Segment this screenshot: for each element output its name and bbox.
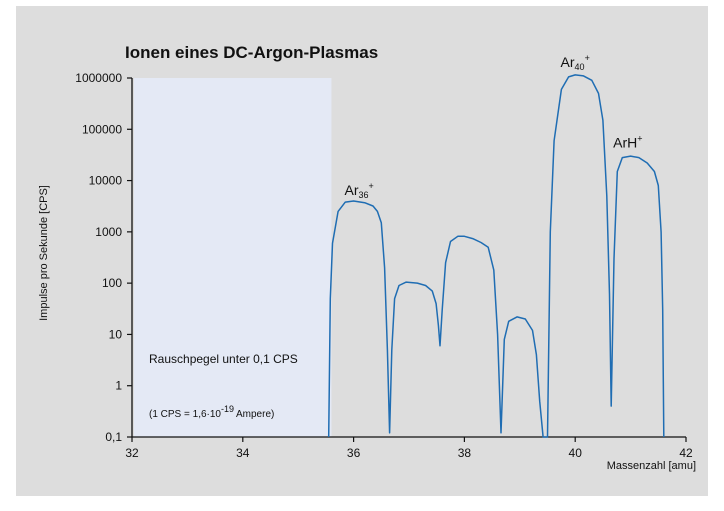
y-tick-label: 1000	[95, 225, 122, 239]
tick-marks: 32 34 36 38 40 42 0,1 1 10 100 1000 10000 100000 1000…	[75, 71, 693, 460]
noise-level-label: Rauschpegel unter 0,1 CPS	[149, 352, 298, 366]
y-tick-label: 10	[109, 327, 123, 341]
x-tick-label: 34	[236, 446, 250, 460]
peak-labels: Ar36+ Ar40+ ArH+	[344, 53, 642, 200]
series-line	[327, 74, 665, 438]
y-axis-label: Impulse pro Sekunde [CPS]	[38, 185, 50, 321]
x-tick-label: 32	[125, 446, 139, 460]
peak-label: Ar40+	[561, 53, 590, 72]
y-tick-label: 10000	[89, 174, 123, 188]
y-tick-label: 0,1	[105, 430, 122, 444]
peak-label: ArH+	[613, 134, 642, 151]
chart-background: 32 34 36 38 40 42 0,1 1 10 100 1000 10000 100000 1000…	[16, 6, 708, 496]
x-axis-label: Massenzahl [amu]	[607, 460, 696, 472]
chart-svg: 32 34 36 38 40 42 0,1 1 10 100 1000 10000 100000 1000…	[38, 43, 696, 472]
chart-title: Ionen eines DC-Argon-Plasmas	[125, 43, 378, 62]
cps-conversion-note: (1 CPS = 1,6·10-19 Ampere)	[149, 404, 274, 420]
y-tick-label: 1000000	[75, 71, 122, 85]
x-tick-label: 38	[458, 446, 472, 460]
x-tick-label: 42	[679, 446, 693, 460]
y-tick-label: 100000	[82, 122, 122, 136]
y-tick-label: 1	[115, 379, 122, 393]
y-tick-label: 100	[102, 276, 122, 290]
x-tick-label: 40	[569, 446, 583, 460]
axes	[131, 78, 686, 438]
x-tick-label: 36	[347, 446, 361, 460]
peak-label: Ar36+	[344, 181, 373, 200]
noise-region	[134, 78, 332, 437]
